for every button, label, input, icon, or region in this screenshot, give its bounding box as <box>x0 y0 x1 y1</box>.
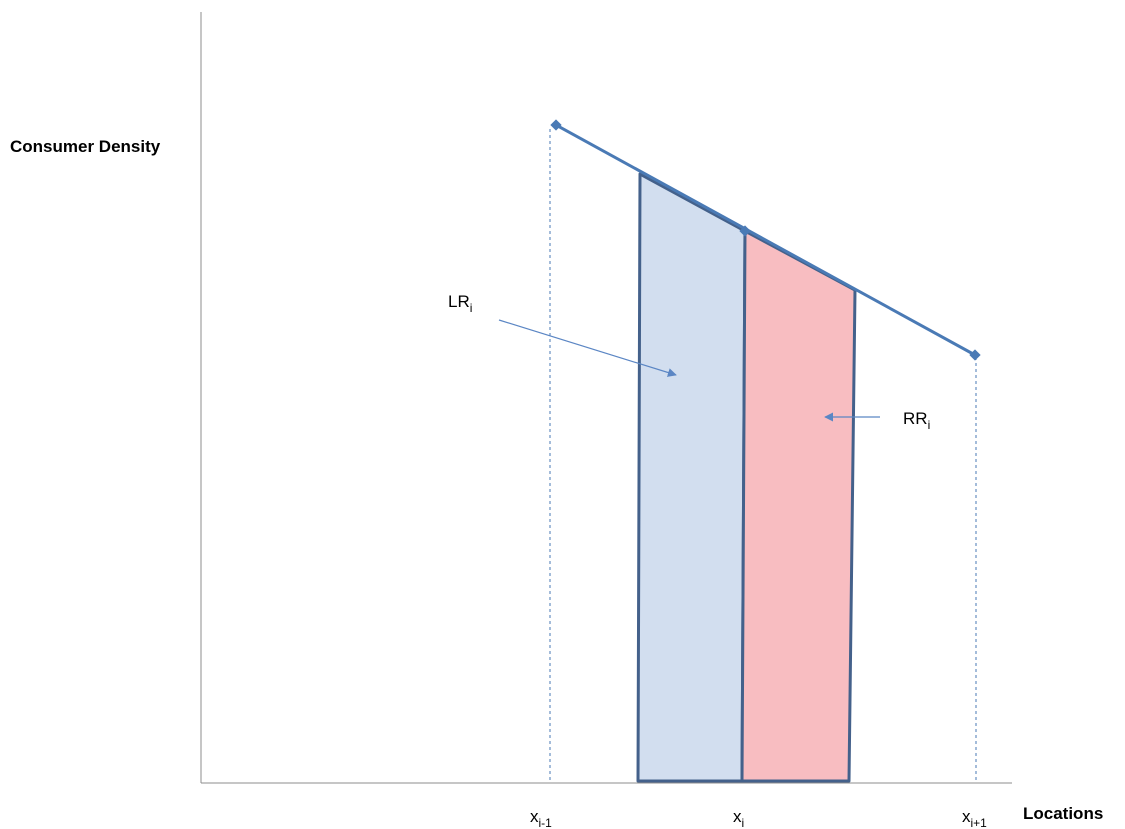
right-region-rr <box>740 229 857 783</box>
density-point-x-i-plus-1 <box>969 349 981 361</box>
rr-label: RRi <box>903 409 930 432</box>
lr-pointer-arrow <box>498 319 677 377</box>
tick-label-base: x <box>530 807 539 826</box>
rr-label-subscript: i <box>928 418 931 432</box>
left-region-lr <box>636 172 747 783</box>
x-axis-title: Locations <box>1023 804 1103 823</box>
lr-label: LRi <box>448 292 472 315</box>
tick-label-x-i-minus-1: xi-1 <box>530 807 552 829</box>
density-point-x-i-minus-1 <box>550 119 562 131</box>
lr-label-subscript: i <box>470 301 473 315</box>
tick-label-base: x <box>733 807 742 826</box>
density-line <box>555 123 976 357</box>
tick-label-x-i-plus-1: xi+1 <box>962 807 987 829</box>
lr-label-base: LR <box>448 292 470 311</box>
tick-label-subscript: i <box>742 816 745 829</box>
tick-label-subscript: i-1 <box>539 816 553 829</box>
tick-label-base: x <box>962 807 971 826</box>
rr-label-base: RR <box>903 409 928 428</box>
tick-label-subscript: i+1 <box>971 816 988 829</box>
tick-label-x-i: xi <box>733 807 744 829</box>
density-point-x-i <box>739 225 751 237</box>
y-axis-title: Consumer Density <box>10 137 161 156</box>
